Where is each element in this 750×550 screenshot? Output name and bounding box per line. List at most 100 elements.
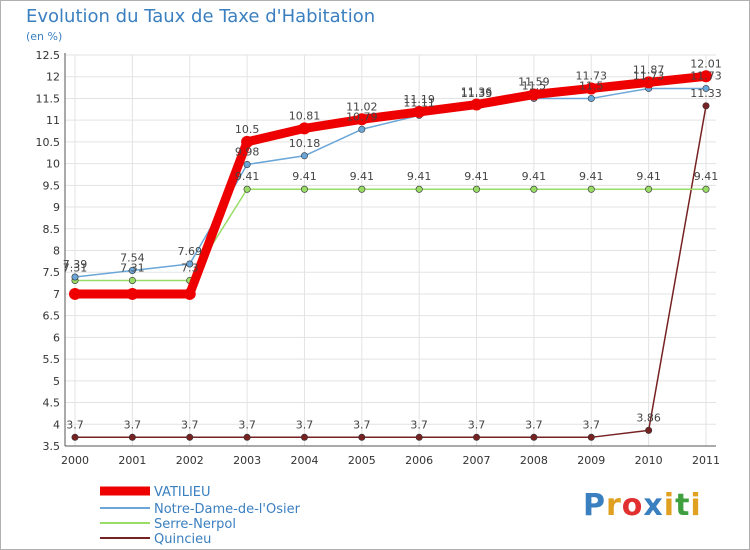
y-tick-label: 6.5 — [43, 310, 61, 323]
data-point — [186, 433, 194, 441]
legend-label: VATILIEU — [154, 485, 211, 500]
data-label: 3.7 — [296, 418, 314, 431]
unit-label: (en %) — [26, 30, 63, 43]
data-label: 11.19 — [403, 93, 435, 106]
data-point — [415, 185, 423, 193]
data-label: 9.41 — [407, 170, 432, 183]
data-label: 7.69 — [177, 245, 202, 258]
data-label: 10.5 — [235, 123, 260, 136]
data-point — [126, 287, 139, 300]
data-label: 3.7 — [468, 418, 486, 431]
legend-label: Quincieu — [154, 532, 211, 547]
data-label: 9.41 — [350, 170, 375, 183]
data-label: 7.3 — [181, 261, 199, 274]
data-point — [470, 98, 483, 111]
data-label: 9.41 — [579, 170, 604, 183]
data-label: 11.5 — [579, 79, 604, 92]
data-label: 7.54 — [120, 251, 145, 264]
data-point — [243, 160, 251, 168]
data-point — [527, 88, 540, 101]
data-point — [128, 276, 136, 284]
y-tick-label: 3.5 — [43, 440, 61, 453]
data-label: 10.81 — [289, 109, 321, 122]
data-label: 11.36 — [461, 86, 493, 99]
data-point — [71, 433, 79, 441]
data-point — [642, 76, 655, 89]
x-tick-label: 2000 — [61, 454, 89, 467]
data-point — [702, 185, 710, 193]
data-point — [587, 185, 595, 193]
y-tick-label: 7.5 — [43, 266, 61, 279]
series-line-2 — [74, 188, 707, 282]
data-label: 3.7 — [525, 418, 543, 431]
series-line-1 — [74, 87, 707, 278]
data-label: 11.02 — [346, 100, 378, 113]
x-tick-label: 2009 — [577, 454, 605, 467]
data-label: 11.33 — [690, 87, 722, 100]
data-label: 11.11 — [403, 96, 435, 109]
y-tick-label: 8 — [53, 245, 60, 258]
legend: VATILIEU Notre-Dame-de-l'OsierSerre-Nerpo… — [100, 485, 301, 547]
data-point — [358, 185, 366, 193]
data-label: 10.18 — [289, 137, 321, 150]
data-label: 10.79 — [346, 110, 378, 123]
x-tick-label: 2005 — [348, 454, 376, 467]
data-point — [587, 94, 595, 102]
data-point — [587, 433, 595, 441]
data-point — [530, 433, 538, 441]
y-tick-label: 10.5 — [36, 136, 61, 149]
data-label: 9.41 — [522, 170, 547, 183]
data-label: 7.31 — [63, 261, 88, 274]
x-tick-label: 2011 — [692, 454, 720, 467]
logo-letter: t — [675, 488, 691, 523]
data-label: 11.33 — [461, 87, 493, 100]
data-point — [128, 433, 136, 441]
data-label: 7.39 — [63, 258, 88, 271]
data-point — [585, 82, 598, 95]
data-label: 3.7 — [124, 418, 142, 431]
data-label: 3.7 — [583, 418, 601, 431]
data-point — [358, 125, 366, 133]
data-point — [355, 113, 368, 126]
x-tick-label: 2003 — [233, 454, 261, 467]
y-tick-label: 12 — [46, 71, 60, 84]
data-point — [300, 152, 308, 160]
x-tick-label: 2008 — [520, 454, 548, 467]
data-point — [243, 433, 251, 441]
logo-letter: i — [663, 488, 676, 523]
data-label: 7.31 — [120, 261, 145, 274]
y-tick-label: 4.5 — [43, 397, 61, 410]
legend-label: Serre-Nerpol — [154, 517, 236, 532]
data-label: 11.73 — [633, 69, 665, 82]
legend-label: Notre-Dame-de-l'Osier — [154, 502, 301, 517]
data-point — [645, 426, 653, 434]
data-label: 3.86 — [636, 411, 661, 424]
data-point — [702, 102, 710, 110]
series-line-3 — [74, 105, 707, 439]
logo-letter: x — [643, 488, 664, 523]
x-tick-label: 2006 — [405, 454, 433, 467]
data-label: 9.41 — [464, 170, 489, 183]
data-label: 3.7 — [410, 418, 428, 431]
data-label: 3.7 — [181, 418, 199, 431]
data-point — [413, 105, 426, 118]
data-label: 11.5 — [522, 79, 547, 92]
x-tick-label: 2004 — [290, 454, 318, 467]
data-label: 9.41 — [235, 170, 260, 183]
data-label: 3.7 — [353, 418, 371, 431]
data-point — [300, 433, 308, 441]
logo-letter: r — [606, 488, 622, 523]
axes: 3.544.555.566.577.588.599.51010.51111.51… — [36, 49, 721, 467]
data-point — [300, 185, 308, 193]
data-label: 9.41 — [694, 170, 719, 183]
data-point — [700, 70, 712, 83]
data-point — [71, 273, 79, 281]
y-tick-label: 11 — [46, 114, 60, 127]
chart-title: Evolution du Taux de Taxe d'Habitation — [26, 6, 376, 27]
y-tick-label: 9.5 — [43, 179, 61, 192]
y-tick-label: 12.5 — [36, 49, 61, 62]
data-point — [415, 433, 423, 441]
y-tick-label: 10 — [46, 158, 60, 171]
data-point — [183, 287, 196, 300]
